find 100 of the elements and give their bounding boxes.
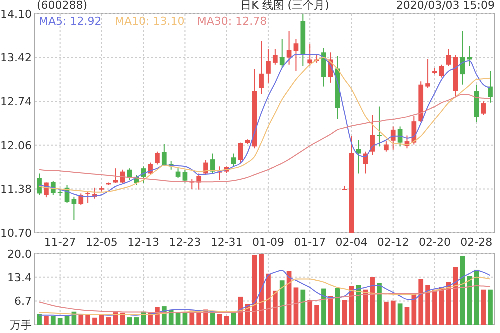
bar [398, 304, 403, 325]
x-tick-label: 12-31 [210, 236, 243, 249]
bar [446, 282, 452, 325]
candlestick [439, 64, 444, 78]
line-series [39, 285, 491, 314]
bar [363, 290, 368, 325]
x-tick-label: 02-12 [377, 236, 410, 249]
candlestick [266, 48, 271, 84]
line-series [39, 270, 491, 316]
bar [64, 316, 70, 325]
y-tick-label: 12.74 [0, 95, 32, 108]
candlestick [72, 196, 77, 221]
candlestick [280, 38, 285, 69]
bar [328, 296, 334, 325]
candlestick [377, 106, 382, 148]
bar [106, 318, 112, 325]
line-series [39, 94, 491, 183]
line-series [39, 276, 491, 316]
candlestick [113, 168, 118, 184]
x-tick-label: 11-27 [44, 236, 76, 249]
candlestick [259, 40, 264, 96]
bar [50, 316, 56, 325]
bar [370, 277, 375, 325]
x-tick-label: 02-28 [460, 236, 493, 249]
candlestick [286, 30, 292, 66]
bar [308, 300, 313, 325]
bar [439, 287, 444, 325]
bar [300, 290, 306, 325]
bar [481, 290, 486, 325]
x-tick-label: 01-09 [252, 236, 284, 249]
candlestick [481, 101, 486, 116]
y-tick-label: 11.38 [0, 183, 32, 196]
y-tick-label: 12.06 [0, 139, 32, 152]
bar [100, 315, 104, 325]
candlestick [141, 166, 146, 184]
bar [86, 315, 91, 325]
text: MA30: 12.78 [197, 15, 268, 28]
y-tick-label: 13.42 [0, 52, 32, 65]
bar [335, 288, 340, 325]
candlestick [238, 142, 244, 164]
bar [92, 318, 98, 325]
candlestick [210, 153, 216, 174]
bar [217, 314, 222, 325]
bar [266, 274, 271, 325]
candlestick [412, 116, 417, 146]
text: (600288) [37, 0, 88, 12]
candlestick [176, 168, 181, 179]
bar [412, 294, 417, 325]
candlestick [446, 48, 452, 67]
bar [196, 312, 202, 325]
bar [418, 279, 424, 325]
bar [134, 318, 140, 325]
y-tick-label: 20.0 [8, 248, 32, 261]
y-tick-label: 6.7 [14, 295, 32, 308]
bar [314, 305, 320, 325]
x-tick-label: 12-13 [128, 236, 160, 249]
bar [426, 285, 430, 325]
bar [37, 314, 42, 325]
y-tick-label: 万手 [10, 318, 32, 332]
candlestick [272, 48, 278, 66]
bar [384, 302, 389, 325]
bar [113, 312, 118, 325]
x-tick-label: 02-20 [419, 236, 451, 249]
text: 2020/03/03 15:09 [396, 0, 495, 12]
chart-title: 日K 线图 (三个月) [240, 0, 330, 12]
bar [356, 285, 362, 325]
x-tick-label: 12-05 [86, 236, 118, 249]
y-tick-label: 13.4 [8, 271, 32, 284]
candlestick [308, 44, 313, 67]
candlestick [390, 126, 396, 150]
bar [432, 290, 438, 325]
x-tick-label: 02-04 [336, 236, 368, 249]
bar [272, 290, 278, 325]
candlestick [356, 140, 362, 174]
candlestick [162, 144, 167, 167]
bar [44, 316, 49, 325]
x-tick-label: 01-17 [294, 236, 326, 249]
bar [78, 314, 84, 325]
y-tick-label: 10.70 [0, 226, 32, 240]
text: MA5: 12.92 [39, 15, 102, 28]
bar [474, 270, 480, 325]
candlestick [370, 114, 375, 156]
bar [252, 255, 258, 325]
bar [377, 283, 382, 325]
candlestick [182, 169, 188, 184]
candlestick [155, 151, 160, 166]
candlestick [231, 153, 236, 168]
candlestick [488, 70, 493, 104]
candlestick [384, 141, 389, 152]
y-tick-label: 14.10 [0, 8, 32, 21]
bar [280, 280, 285, 325]
bar [224, 316, 230, 325]
bar [404, 307, 410, 325]
bar [322, 288, 326, 325]
candlestick [467, 46, 472, 67]
text: MA10: 13.10 [115, 15, 185, 28]
bar [259, 254, 264, 325]
bar [127, 318, 132, 325]
candlestick [86, 192, 91, 204]
candlestick [426, 58, 430, 89]
